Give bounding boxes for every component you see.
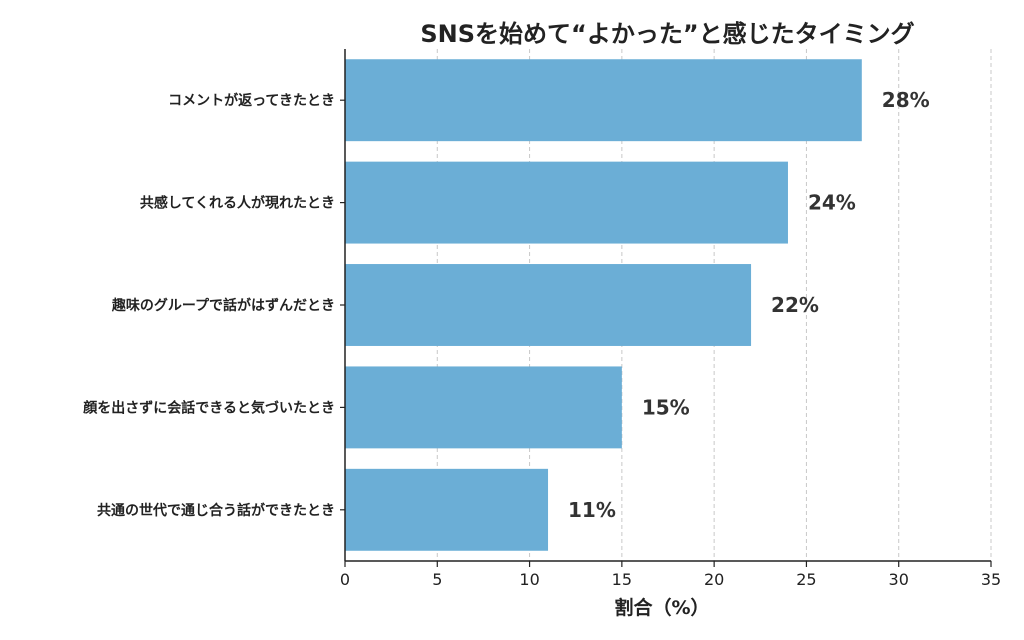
category-label: コメントが返ってきたとき: [168, 92, 335, 109]
bars: [345, 59, 862, 551]
x-axis-label: 割合（%）: [614, 596, 709, 619]
value-label: 22%: [771, 293, 819, 317]
bar: [345, 59, 862, 142]
category-label: 共感してくれる人が現れたとき: [140, 195, 335, 212]
value-label: 24%: [808, 191, 856, 215]
value-label: 15%: [642, 395, 690, 419]
data-labels: 28% 24% 22% 15% 11%: [568, 88, 930, 522]
x-tick-label: 30: [889, 570, 909, 589]
x-tick-label: 35: [981, 570, 1001, 589]
x-tick-label: 15: [612, 570, 632, 589]
bar: [345, 468, 549, 551]
bar: [345, 161, 788, 244]
x-tick-label: 0: [340, 570, 350, 589]
x-tick-label: 25: [796, 570, 816, 589]
value-label: 28%: [882, 88, 930, 112]
x-tick-label: 5: [432, 570, 442, 589]
x-tick-label: 20: [704, 570, 724, 589]
bar: [345, 366, 622, 449]
x-tick-label: 10: [519, 570, 539, 589]
x-ticks: 0 5 10 15 20 25 30 35: [340, 99, 1001, 589]
category-label: 趣味のグループで話がはずんだとき: [111, 297, 335, 314]
chart-title: SNSを始めて“よかった”と感じたタイミング: [420, 20, 915, 48]
value-label: 11%: [568, 498, 616, 522]
bar: [345, 264, 752, 346]
category-label: 共通の世代で通じ合う話ができたとき: [97, 502, 335, 519]
category-label: 顔を出さずに会話できると気づいたとき: [82, 399, 335, 416]
category-labels: コメントが返ってきたとき共感してくれる人が現れたとき趣味のグループで話がはずんだ…: [82, 92, 335, 519]
